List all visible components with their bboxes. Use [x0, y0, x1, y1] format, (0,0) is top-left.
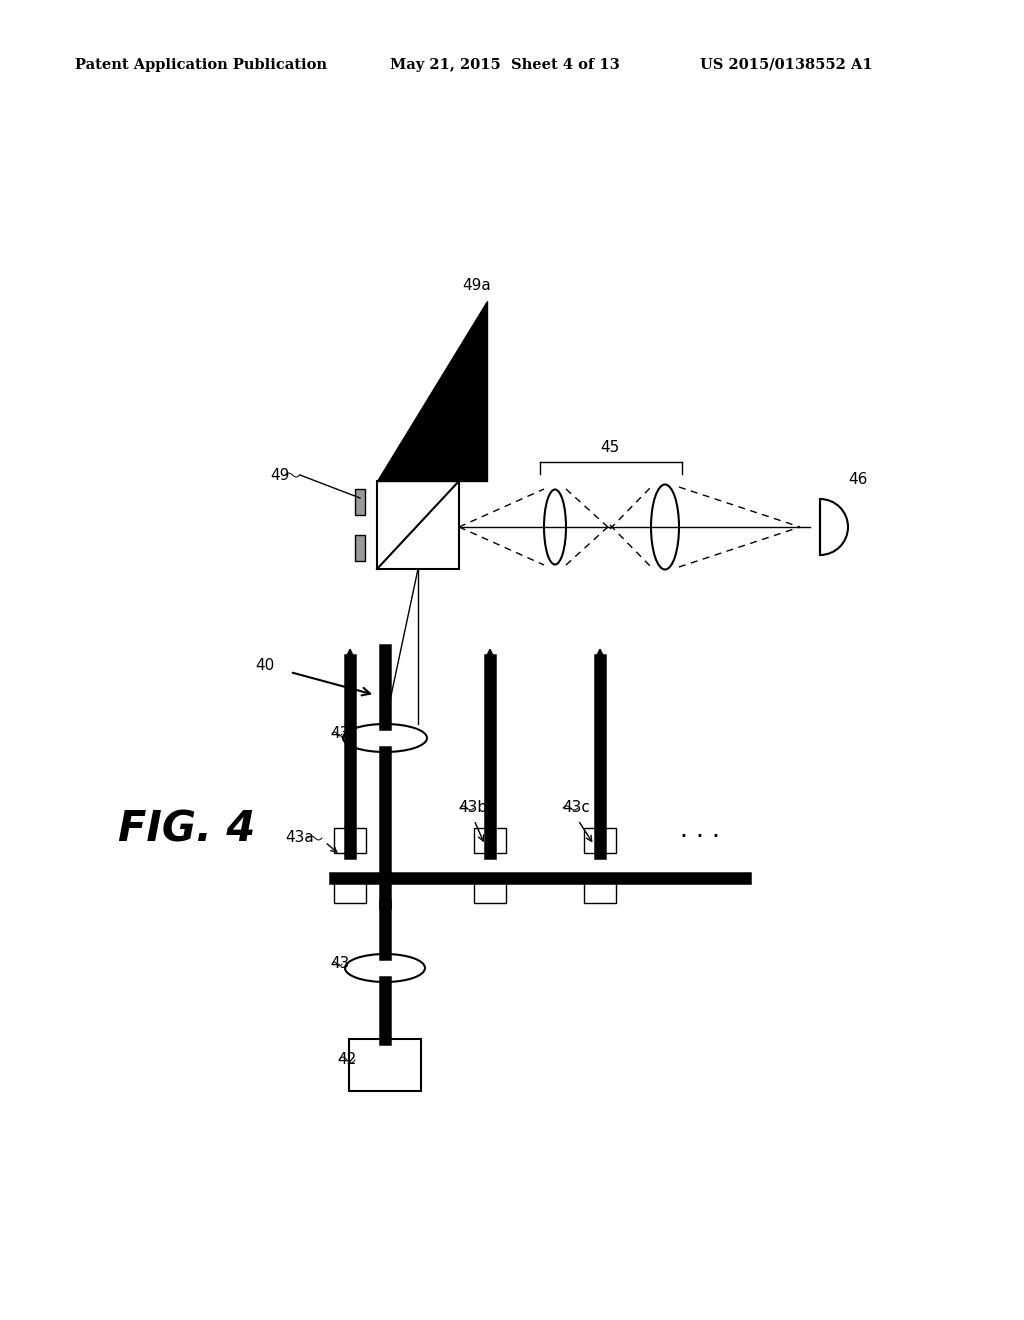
- Text: 46: 46: [848, 471, 867, 487]
- Text: 44: 44: [406, 451, 425, 466]
- Text: 40: 40: [255, 657, 274, 672]
- Text: 43: 43: [330, 957, 349, 972]
- Ellipse shape: [544, 490, 566, 565]
- Text: 43b: 43b: [458, 800, 487, 816]
- Bar: [474, 878, 506, 903]
- Text: 49a: 49a: [462, 279, 490, 293]
- Text: US 2015/0138552 A1: US 2015/0138552 A1: [700, 58, 872, 73]
- Text: . . .: . . .: [680, 818, 720, 842]
- Bar: [377, 480, 459, 569]
- Polygon shape: [377, 301, 487, 480]
- Bar: [349, 1039, 421, 1092]
- Text: 45: 45: [600, 441, 620, 455]
- Ellipse shape: [343, 723, 427, 752]
- Text: 43a: 43a: [285, 830, 313, 846]
- Bar: [474, 828, 506, 853]
- Text: 42: 42: [337, 1052, 356, 1068]
- Wedge shape: [820, 499, 848, 554]
- Bar: [355, 488, 365, 515]
- Bar: [355, 535, 365, 561]
- Bar: [334, 828, 366, 853]
- Bar: [584, 878, 616, 903]
- Ellipse shape: [345, 954, 425, 982]
- Text: Patent Application Publication: Patent Application Publication: [75, 58, 327, 73]
- Ellipse shape: [651, 484, 679, 569]
- Text: May 21, 2015  Sheet 4 of 13: May 21, 2015 Sheet 4 of 13: [390, 58, 620, 73]
- Text: 43c: 43c: [562, 800, 590, 816]
- Bar: [584, 828, 616, 853]
- Text: FIG. 4: FIG. 4: [118, 809, 255, 851]
- Text: 43: 43: [330, 726, 349, 742]
- Bar: [334, 878, 366, 903]
- Text: 49: 49: [270, 467, 290, 483]
